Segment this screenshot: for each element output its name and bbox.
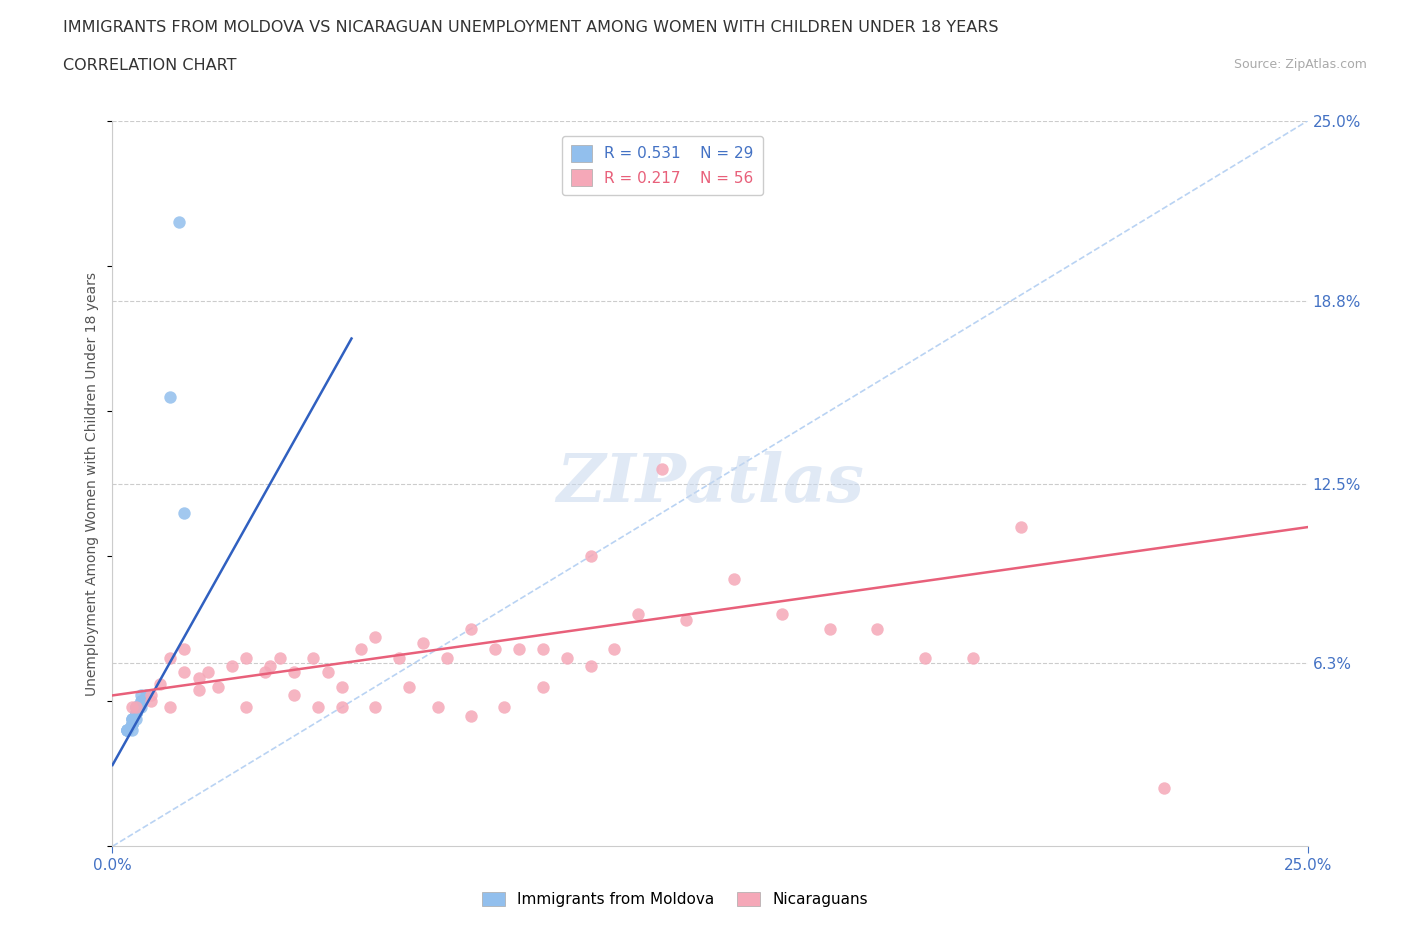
Point: [121, 711, 143, 726]
Point: [125, 705, 148, 720]
Point: [675, 613, 697, 628]
Point: [125, 699, 148, 714]
Point: [316, 665, 339, 680]
Point: [723, 572, 745, 587]
Point: [121, 723, 143, 737]
Point: [121, 717, 143, 732]
Point: [651, 461, 673, 476]
Point: [770, 606, 793, 621]
Point: [531, 679, 554, 694]
Point: [125, 699, 148, 714]
Point: [159, 650, 181, 665]
Point: [235, 699, 257, 714]
Point: [129, 688, 152, 703]
Point: [121, 711, 143, 726]
Point: [579, 549, 602, 564]
Point: [1010, 520, 1032, 535]
Point: [235, 650, 257, 665]
Point: [221, 659, 243, 674]
Point: [125, 705, 148, 720]
Point: [307, 699, 329, 714]
Point: [283, 665, 305, 680]
Point: [197, 665, 219, 680]
Point: [115, 723, 138, 737]
Point: [121, 699, 143, 714]
Point: [1153, 781, 1175, 796]
Point: [398, 679, 420, 694]
Point: [254, 665, 277, 680]
Point: [283, 688, 305, 703]
Point: [125, 699, 148, 714]
Point: [494, 699, 516, 714]
Point: [388, 650, 411, 665]
Point: [125, 705, 148, 720]
Point: [169, 215, 191, 230]
Point: [129, 694, 152, 709]
Point: [330, 699, 353, 714]
Point: [115, 723, 138, 737]
Point: [125, 705, 148, 720]
Point: [364, 630, 387, 644]
Text: ZIPatlas: ZIPatlas: [557, 451, 863, 516]
Y-axis label: Unemployment Among Women with Children Under 18 years: Unemployment Among Women with Children U…: [86, 272, 100, 696]
Point: [364, 699, 387, 714]
Point: [508, 642, 530, 657]
Point: [173, 665, 195, 680]
Text: IMMIGRANTS FROM MOLDOVA VS NICARAGUAN UNEMPLOYMENT AMONG WOMEN WITH CHILDREN UND: IMMIGRANTS FROM MOLDOVA VS NICARAGUAN UN…: [63, 20, 998, 35]
Point: [866, 621, 889, 636]
Point: [330, 679, 353, 694]
Legend: Immigrants from Moldova, Nicaraguans: Immigrants from Moldova, Nicaraguans: [475, 885, 875, 913]
Point: [412, 636, 434, 651]
Point: [436, 650, 458, 665]
Point: [350, 642, 373, 657]
Point: [269, 650, 291, 665]
Point: [187, 671, 209, 685]
Point: [121, 717, 143, 732]
Point: [115, 723, 138, 737]
Point: [115, 723, 138, 737]
Point: [125, 711, 148, 726]
Point: [484, 642, 506, 657]
Point: [259, 659, 281, 674]
Point: [962, 650, 984, 665]
Point: [460, 709, 482, 724]
Text: CORRELATION CHART: CORRELATION CHART: [63, 58, 236, 73]
Point: [914, 650, 936, 665]
Point: [627, 606, 650, 621]
Point: [173, 642, 195, 657]
Point: [187, 683, 209, 698]
Text: Source: ZipAtlas.com: Source: ZipAtlas.com: [1233, 58, 1367, 71]
Point: [302, 650, 325, 665]
Point: [460, 621, 482, 636]
Point: [129, 699, 152, 714]
Point: [207, 679, 229, 694]
Point: [125, 699, 148, 714]
Point: [531, 642, 554, 657]
Point: [173, 505, 195, 520]
Point: [121, 717, 143, 732]
Point: [159, 699, 181, 714]
Point: [149, 676, 172, 691]
Point: [555, 650, 578, 665]
Legend: R = 0.531    N = 29, R = 0.217    N = 56: R = 0.531 N = 29, R = 0.217 N = 56: [561, 136, 763, 195]
Point: [129, 694, 152, 709]
Point: [121, 717, 143, 732]
Point: [426, 699, 449, 714]
Point: [818, 621, 841, 636]
Point: [121, 711, 143, 726]
Point: [159, 389, 181, 404]
Point: [135, 688, 157, 703]
Point: [139, 688, 162, 703]
Point: [603, 642, 626, 657]
Point: [579, 659, 602, 674]
Point: [139, 694, 162, 709]
Point: [115, 723, 138, 737]
